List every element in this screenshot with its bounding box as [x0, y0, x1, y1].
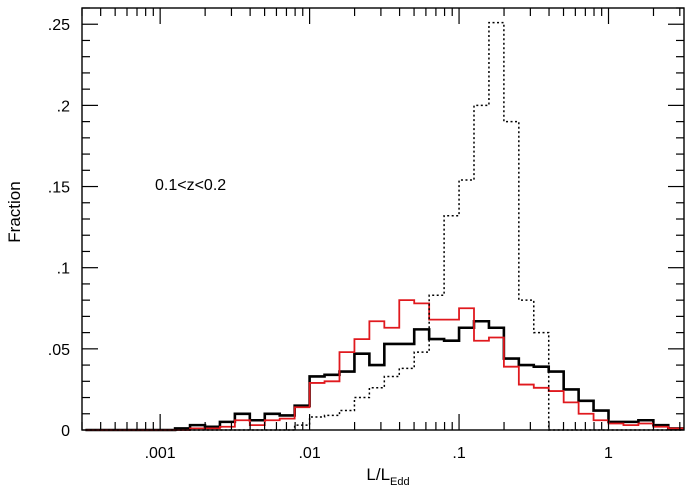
x-tick-label: .1	[452, 445, 465, 462]
y-tick-label: .1	[57, 261, 70, 278]
y-tick-label: .2	[57, 98, 70, 115]
plot-frame	[81, 7, 685, 431]
y-tick-label: .15	[48, 180, 70, 197]
series-red-line	[85, 299, 685, 431]
y-axis-label: Fraction	[5, 181, 24, 242]
x-tick-label: 1	[604, 445, 613, 462]
redshift-annotation: 0.1<z<0.2	[155, 177, 226, 194]
x-tick-label: .01	[298, 445, 320, 462]
tick-layer: .001 .01 .1 1 0 .05 .1 .15 .2 .25	[48, 7, 684, 462]
x-axis-label: L/LEdd	[366, 465, 409, 488]
x-axis-label-subscript: Edd	[390, 476, 410, 488]
y-tick-label: .05	[48, 342, 70, 359]
series-layer	[85, 21, 685, 432]
y-tick-label: .25	[48, 17, 70, 34]
y-tick-label: 0	[61, 423, 70, 440]
x-tick-label: .001	[145, 445, 176, 462]
series-dotted-line	[85, 21, 684, 431]
x-axis-label-main: L/L	[366, 465, 390, 484]
